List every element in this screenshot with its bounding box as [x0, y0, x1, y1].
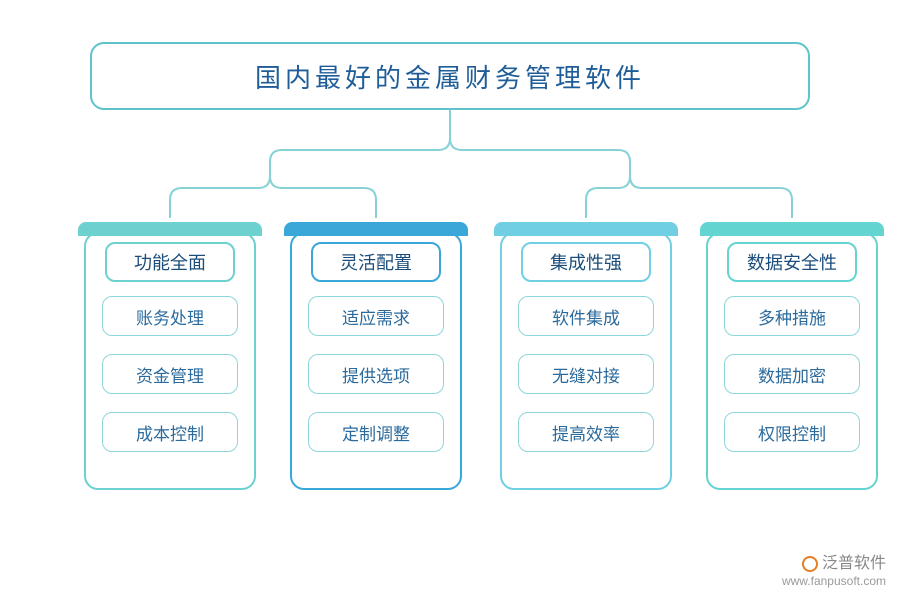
- card-label: 数据安全性: [727, 242, 857, 282]
- watermark-brand-text: 泛普软件: [822, 554, 886, 575]
- card-items: 账务处理资金管理成本控制: [102, 296, 238, 452]
- title-box: 国内最好的金属财务管理软件: [90, 42, 810, 110]
- card-item: 无缝对接: [518, 354, 654, 394]
- card-item: 权限控制: [724, 412, 860, 452]
- card-items: 软件集成无缝对接提高效率: [518, 296, 654, 452]
- card-header-bar: [78, 222, 262, 236]
- card-items: 多种措施数据加密权限控制: [724, 296, 860, 452]
- watermark: 泛普软件www.fanpusoft.com: [782, 554, 886, 590]
- card-header-bar: [494, 222, 678, 236]
- watermark-brand: 泛普软件: [782, 554, 886, 575]
- card-item: 成本控制: [102, 412, 238, 452]
- card-label: 集成性强: [521, 242, 651, 282]
- card-item: 提供选项: [308, 354, 444, 394]
- card-item: 多种措施: [724, 296, 860, 336]
- card-item: 提高效率: [518, 412, 654, 452]
- watermark-url: www.fanpusoft.com: [782, 574, 886, 590]
- card-item: 适应需求: [308, 296, 444, 336]
- card-header-bar: [284, 222, 468, 236]
- card-item: 资金管理: [102, 354, 238, 394]
- card-item: 定制调整: [308, 412, 444, 452]
- card-label: 灵活配置: [311, 242, 441, 282]
- card-item: 软件集成: [518, 296, 654, 336]
- card-header-bar: [700, 222, 884, 236]
- card-item: 数据加密: [724, 354, 860, 394]
- card-items: 适应需求提供选项定制调整: [308, 296, 444, 452]
- card-label: 功能全面: [105, 242, 235, 282]
- logo-icon: [802, 556, 818, 572]
- card-item: 账务处理: [102, 296, 238, 336]
